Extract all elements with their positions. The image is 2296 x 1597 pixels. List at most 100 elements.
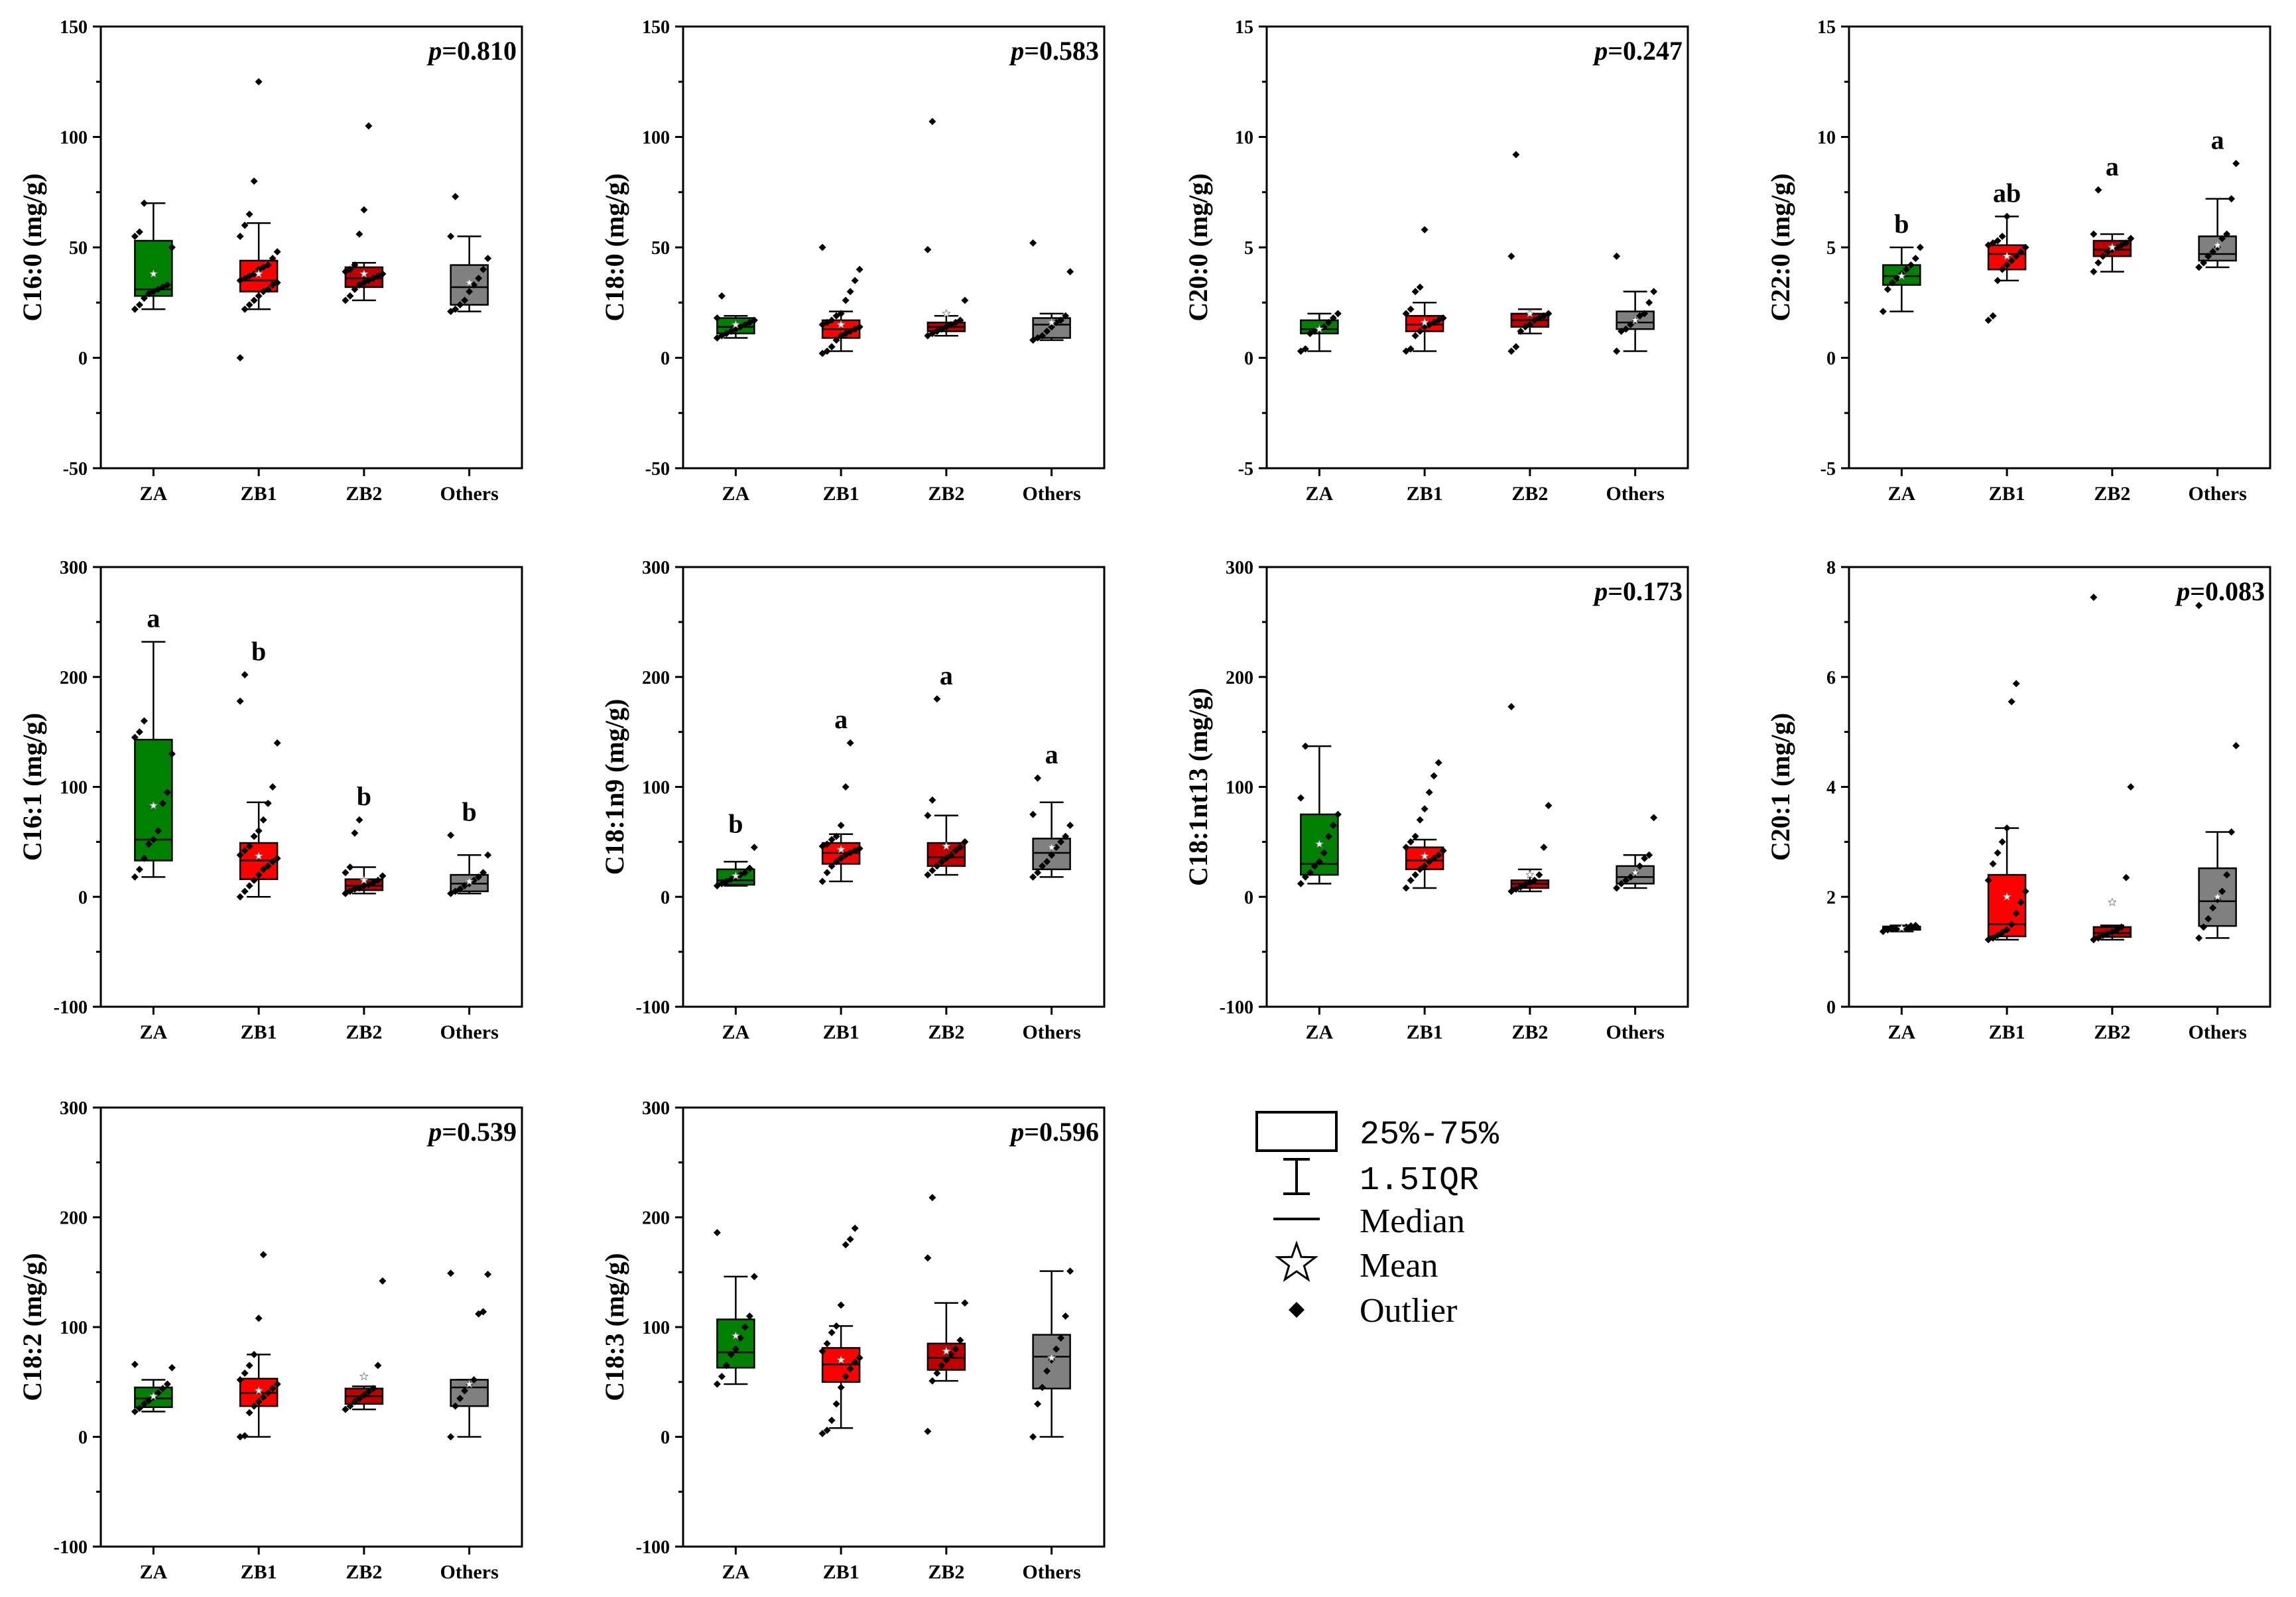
data-point xyxy=(135,728,143,736)
y-tick-label: 10 xyxy=(1817,128,1836,149)
plot-frame xyxy=(682,566,1106,1008)
legend-whisker-label: 1.5IQR xyxy=(1360,1162,1479,1200)
data-point xyxy=(1430,772,1438,780)
data-point xyxy=(1029,239,1037,247)
data-point xyxy=(250,1402,258,1410)
data-point xyxy=(2012,680,2020,688)
box-group-za xyxy=(1297,310,1342,355)
data-point xyxy=(942,1356,950,1364)
data-point xyxy=(269,255,277,263)
x-tick-label: ZB1 xyxy=(823,1561,860,1583)
data-point xyxy=(1907,261,1915,269)
box-group-others xyxy=(1613,814,1658,892)
data-point xyxy=(832,858,840,865)
data-point xyxy=(1029,1433,1037,1440)
data-point xyxy=(452,1402,460,1410)
data-point xyxy=(832,336,840,344)
data-point xyxy=(1039,1383,1047,1391)
data-point xyxy=(273,739,281,747)
data-point xyxy=(1057,838,1065,846)
legend-mean-label: Mean xyxy=(1360,1247,1438,1285)
data-point xyxy=(236,232,244,240)
data-point xyxy=(823,869,831,877)
iqr-box xyxy=(1987,873,2027,938)
data-point xyxy=(1430,854,1438,862)
data-point xyxy=(140,854,148,862)
data-point xyxy=(484,851,492,859)
data-point xyxy=(269,858,277,865)
data-point xyxy=(1911,921,1919,929)
chart-panel-3: -5 0 5 10 15 ZA ZB1 ZB2 Others C20:0 (mg/g) p=0.24… xyxy=(1183,17,1689,505)
data-point xyxy=(2195,602,2203,609)
data-point xyxy=(475,275,483,283)
data-point xyxy=(1043,1367,1051,1375)
data-point xyxy=(1301,873,1309,881)
y-axis-label: C20:1 (mg/g) xyxy=(1765,713,1795,861)
data-point xyxy=(2008,921,2015,928)
data-point xyxy=(851,277,859,285)
data-point xyxy=(846,1236,854,1244)
chart-panel-9: -100 0 100 200 300 ZA ZB1 ZB2 Others C18:2 (mg/g)… xyxy=(17,1098,523,1583)
data-point xyxy=(818,243,826,251)
data-point xyxy=(346,292,354,300)
y-tick-label: 100 xyxy=(60,128,88,149)
data-point xyxy=(846,1365,854,1373)
data-point xyxy=(1297,794,1305,802)
data-point xyxy=(1407,876,1415,884)
data-point xyxy=(938,858,946,865)
x-tick-label: Others xyxy=(440,1021,498,1043)
data-point xyxy=(1334,310,1342,318)
significance-letter: a xyxy=(1045,739,1058,769)
data-point xyxy=(1416,816,1424,824)
data-point xyxy=(1517,328,1525,336)
data-point xyxy=(259,816,267,824)
data-point xyxy=(264,261,272,269)
data-point xyxy=(2209,904,2217,912)
data-point xyxy=(264,799,272,807)
data-point xyxy=(163,281,171,289)
data-point xyxy=(1989,860,1997,868)
box-group-others xyxy=(447,192,492,316)
y-tick-label: 300 xyxy=(60,558,88,578)
data-point xyxy=(1416,865,1424,873)
data-point xyxy=(828,862,836,870)
data-point xyxy=(250,270,258,278)
data-point xyxy=(818,877,826,885)
data-point xyxy=(273,279,281,287)
data-point xyxy=(828,343,836,351)
mean-marker xyxy=(254,269,264,278)
y-tick-label: 100 xyxy=(642,778,670,798)
data-point xyxy=(727,1350,735,1358)
data-point xyxy=(479,869,487,877)
data-point xyxy=(479,1308,487,1316)
data-point xyxy=(713,314,721,322)
mean-marker xyxy=(464,876,474,886)
data-point xyxy=(1301,345,1309,353)
y-tick-label: 100 xyxy=(60,1318,88,1338)
y-tick-label: 100 xyxy=(642,1318,670,1338)
x-tick-label: ZA xyxy=(140,483,168,505)
p-symbol: p xyxy=(1592,36,1608,66)
significance-letter: a xyxy=(940,661,953,690)
data-point xyxy=(924,1427,932,1435)
data-point xyxy=(1650,288,1658,296)
data-point xyxy=(846,288,854,296)
data-point xyxy=(2021,243,2029,251)
data-point xyxy=(2003,261,2011,269)
data-point xyxy=(1622,876,1630,884)
p-value: p=0.173 xyxy=(1592,576,1683,606)
data-point xyxy=(1907,922,1915,930)
chart-panel-5: -100 0 100 200 300 ZA ZB1 ZB2 Others C16:1 (mg/g)… xyxy=(17,558,523,1043)
data-point xyxy=(952,847,960,855)
data-point xyxy=(2228,828,2236,836)
data-point xyxy=(856,844,863,852)
mean-marker xyxy=(464,1379,474,1389)
data-point xyxy=(1641,854,1649,862)
box-group-zb2 xyxy=(924,1194,969,1435)
data-point xyxy=(1989,312,1997,320)
data-point xyxy=(466,288,474,296)
data-point xyxy=(1402,310,1410,318)
mean-marker xyxy=(2212,240,2222,249)
significance-letter: a xyxy=(2106,151,2119,181)
